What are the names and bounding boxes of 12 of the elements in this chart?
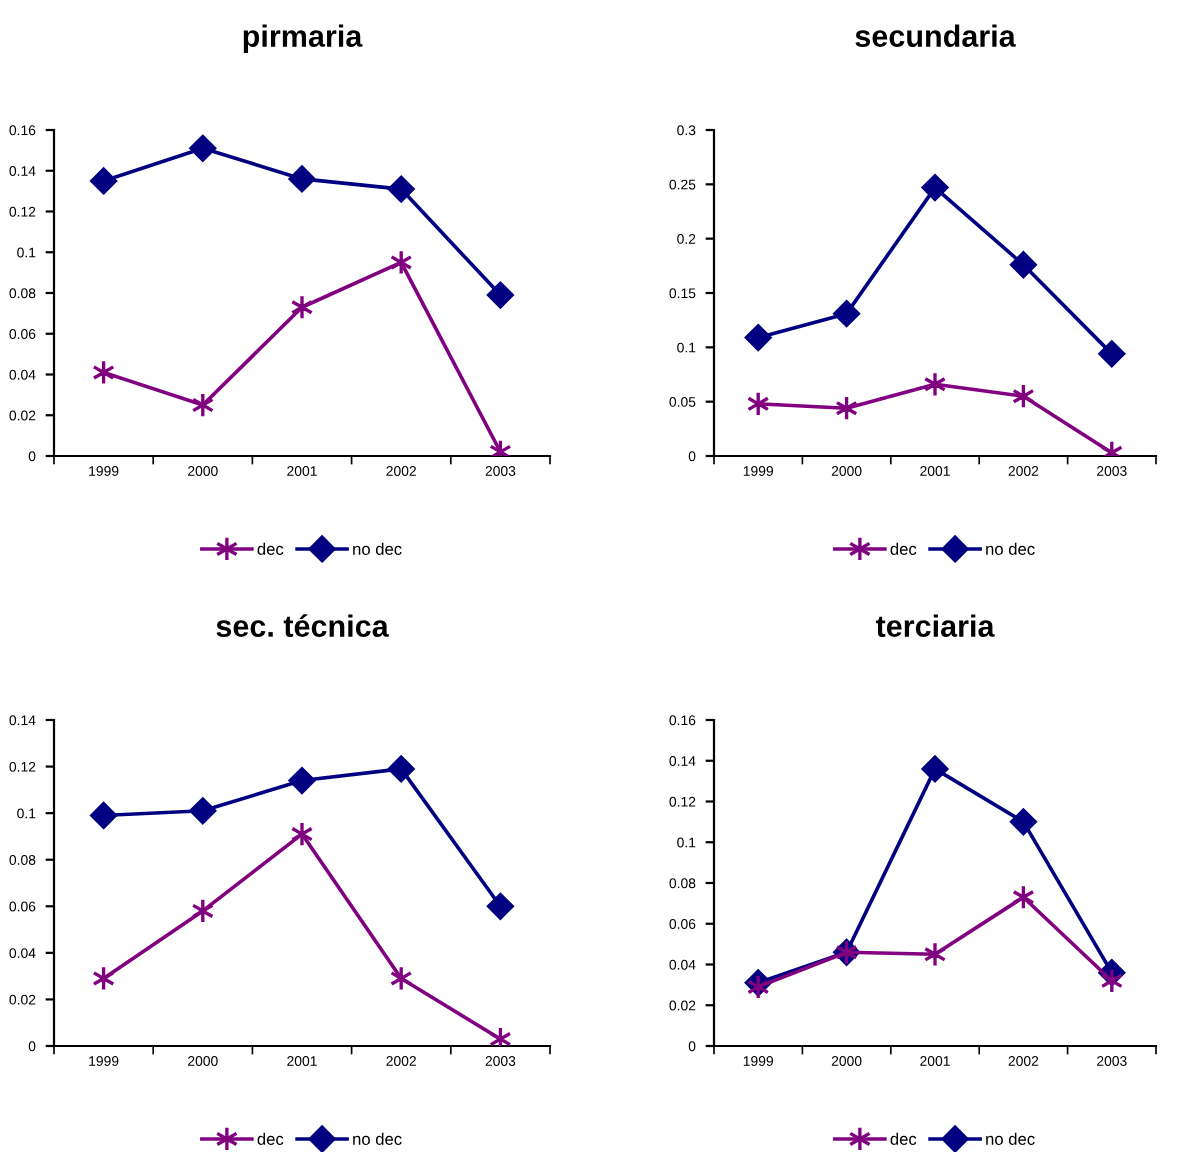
legend-label: no dec [986, 542, 1035, 555]
chart-title: secundaria [855, 24, 1016, 47]
chart-title: terciaria [875, 614, 995, 637]
legend-label: dec [890, 1132, 917, 1145]
legend-label: no dec [353, 1132, 402, 1145]
chart-title: pirmaria [243, 24, 363, 54]
legend-label: dec [257, 542, 284, 555]
legend-label: dec [257, 1132, 284, 1145]
legend-label: no dec [986, 1132, 1035, 1145]
legend-label: no dec [353, 542, 402, 555]
chart-title: sec. técnica [216, 614, 389, 637]
legend-label: dec [890, 542, 917, 555]
